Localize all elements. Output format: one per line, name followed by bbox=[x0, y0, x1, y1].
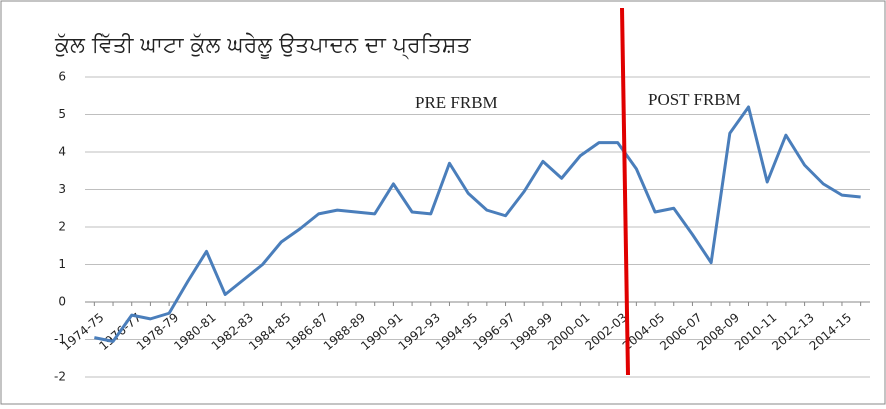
y-tick-label: -1 bbox=[54, 332, 66, 346]
annotation: PRE FRBM bbox=[415, 93, 498, 112]
chart-title: ਕੁੱਲ ਵਿੱਤੀ ਘਾਟਾ ਕੁੱਲ ਘਰੇਲੂ ਉਤਪਾਦਨ ਦਾ ਪ੍ਰ… bbox=[54, 32, 471, 60]
y-tick-label: -2 bbox=[54, 370, 66, 384]
y-tick-label: 5 bbox=[58, 107, 66, 121]
plot bbox=[94, 105, 861, 343]
y-tick-label: 3 bbox=[58, 182, 66, 196]
y-tick-label: 6 bbox=[58, 70, 66, 84]
annotation: POST FRBM bbox=[648, 90, 741, 109]
divider-line bbox=[620, 7, 630, 376]
y-tick-label: 1 bbox=[58, 257, 66, 271]
y-tick-label: 2 bbox=[58, 220, 66, 234]
y-tick-label: 4 bbox=[58, 145, 66, 159]
y-tick-label: 0 bbox=[58, 295, 66, 309]
data-line bbox=[94, 105, 861, 343]
